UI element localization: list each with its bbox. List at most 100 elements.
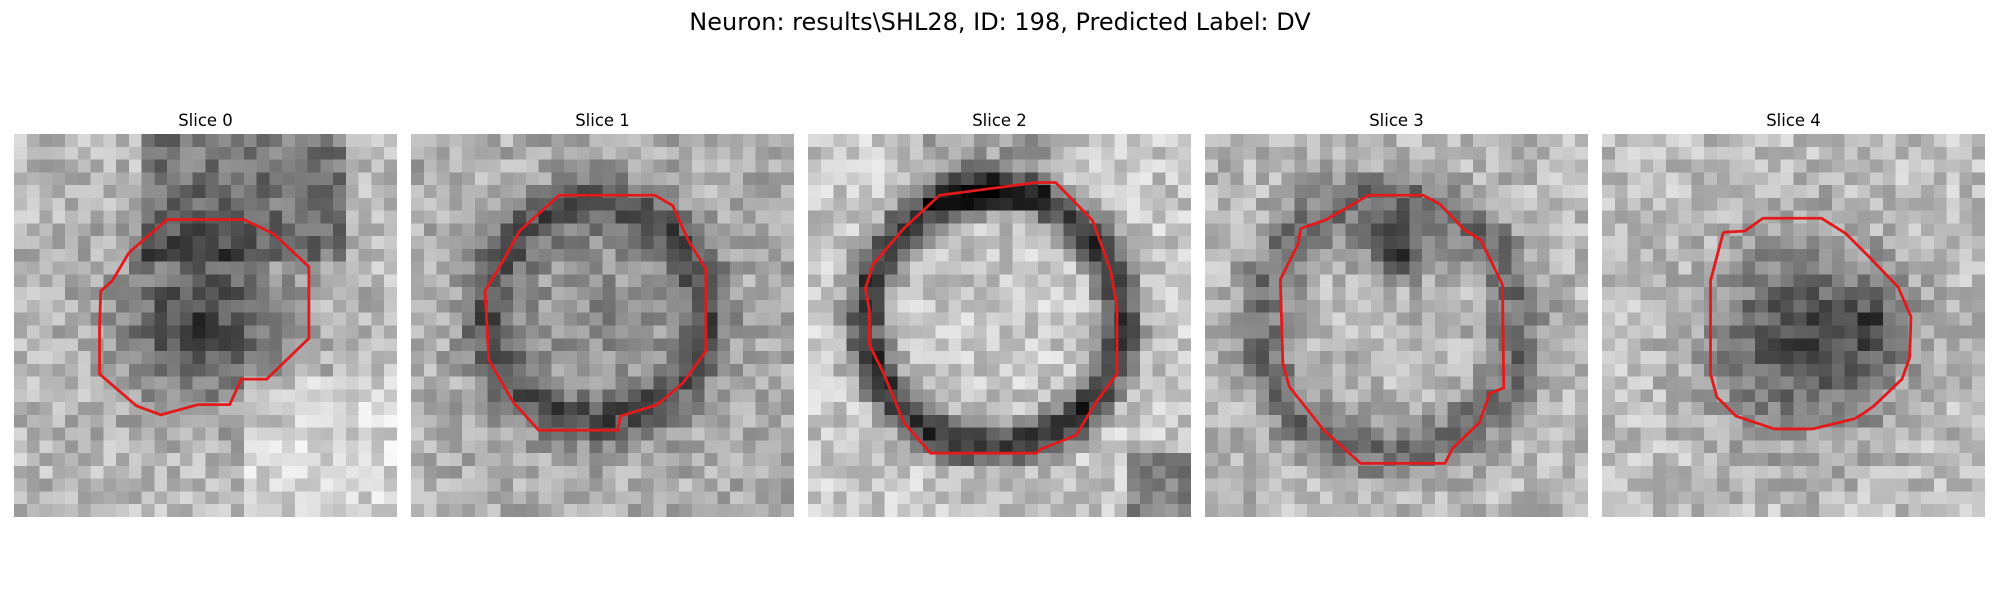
- image-pixel: [1256, 325, 1270, 339]
- image-pixel: [513, 248, 527, 262]
- image-pixel: [1933, 478, 1947, 492]
- image-pixel: [602, 312, 616, 326]
- image-pixel: [1819, 299, 1833, 313]
- image-pixel: [935, 312, 949, 326]
- image-pixel: [1178, 427, 1191, 441]
- image-pixel: [948, 363, 962, 377]
- image-pixel: [1716, 134, 1730, 148]
- image-pixel: [307, 491, 321, 505]
- image-pixel: [1602, 363, 1616, 377]
- image-pixel: [205, 299, 219, 313]
- image-pixel: [640, 210, 654, 224]
- image-pixel: [1933, 491, 1947, 505]
- image-pixel: [640, 427, 654, 441]
- image-pixel: [256, 146, 270, 160]
- image-pixel: [640, 287, 654, 301]
- image-pixel: [436, 376, 450, 390]
- image-pixel: [1256, 427, 1270, 441]
- image-pixel: [615, 478, 629, 492]
- image-pixel: [116, 351, 130, 365]
- image-pixel: [1396, 338, 1410, 352]
- image-pixel: [1101, 223, 1115, 237]
- image-pixel: [128, 274, 142, 288]
- image-pixel: [1511, 223, 1525, 237]
- image-pixel: [1217, 325, 1231, 339]
- image-pixel: [666, 172, 680, 186]
- image-pixel: [755, 146, 769, 160]
- image-pixel: [269, 248, 283, 262]
- image-pixel: [1614, 351, 1628, 365]
- image-pixel: [1127, 504, 1141, 517]
- image-pixel: [935, 159, 949, 173]
- image-pixel: [859, 146, 873, 160]
- image-pixel: [462, 389, 476, 403]
- image-pixel: [704, 325, 718, 339]
- image-pixel: [1205, 185, 1219, 199]
- image-pixel: [1729, 491, 1743, 505]
- image-pixel: [269, 261, 283, 275]
- image-pixel: [1268, 172, 1282, 186]
- image-pixel: [90, 197, 104, 211]
- image-pixel: [973, 274, 987, 288]
- image-pixel: [564, 210, 578, 224]
- image-pixel: [192, 389, 206, 403]
- image-pixel: [653, 236, 667, 250]
- image-pixel: [1434, 146, 1448, 160]
- image-pixel: [1205, 134, 1219, 148]
- image-pixel: [487, 325, 501, 339]
- image-pixel: [1358, 414, 1372, 428]
- image-pixel: [192, 146, 206, 160]
- image-pixel: [1307, 274, 1321, 288]
- image-pixel: [742, 197, 756, 211]
- image-pixel: [525, 312, 539, 326]
- image-pixel: [307, 299, 321, 313]
- image-pixel: [1972, 210, 1985, 224]
- image-pixel: [243, 223, 257, 237]
- image-pixel: [922, 414, 936, 428]
- image-pixel: [768, 210, 782, 224]
- image-pixel: [717, 440, 731, 454]
- image-pixel: [103, 351, 117, 365]
- image-pixel: [1447, 185, 1461, 199]
- image-pixel: [294, 134, 308, 148]
- image-pixel: [871, 389, 885, 403]
- image-pixel: [371, 453, 385, 467]
- image-pixel: [808, 338, 822, 352]
- image-pixel: [256, 363, 270, 377]
- image-pixel: [77, 312, 91, 326]
- image-pixel: [1243, 389, 1257, 403]
- image-pixel: [1012, 453, 1026, 467]
- image-pixel: [90, 376, 104, 390]
- image-pixel: [628, 491, 642, 505]
- image-pixel: [358, 274, 372, 288]
- image-pixel: [1370, 134, 1384, 148]
- image-pixel: [154, 172, 168, 186]
- image-pixel: [986, 389, 1000, 403]
- image-pixel: [576, 338, 590, 352]
- image-pixel: [1959, 236, 1973, 250]
- image-pixel: [1653, 414, 1667, 428]
- image-pixel: [730, 287, 744, 301]
- image-pixel: [462, 465, 476, 479]
- image-pixel: [462, 363, 476, 377]
- image-pixel: [1549, 274, 1563, 288]
- image-pixel: [973, 325, 987, 339]
- image-pixel: [640, 248, 654, 262]
- image-pixel: [1602, 338, 1616, 352]
- image-pixel: [141, 159, 155, 173]
- image-pixel: [1793, 172, 1807, 186]
- image-pixel: [871, 465, 885, 479]
- image-pixel: [666, 338, 680, 352]
- slice-image-0: [14, 134, 397, 517]
- image-pixel: [1806, 504, 1820, 517]
- image-pixel: [269, 504, 283, 517]
- image-pixel: [1640, 146, 1654, 160]
- image-pixel: [1806, 236, 1820, 250]
- image-pixel: [1972, 172, 1985, 186]
- image-pixel: [742, 185, 756, 199]
- image-pixel: [679, 376, 693, 390]
- image-pixel: [345, 274, 359, 288]
- image-pixel: [384, 197, 397, 211]
- image-pixel: [948, 478, 962, 492]
- image-pixel: [717, 376, 731, 390]
